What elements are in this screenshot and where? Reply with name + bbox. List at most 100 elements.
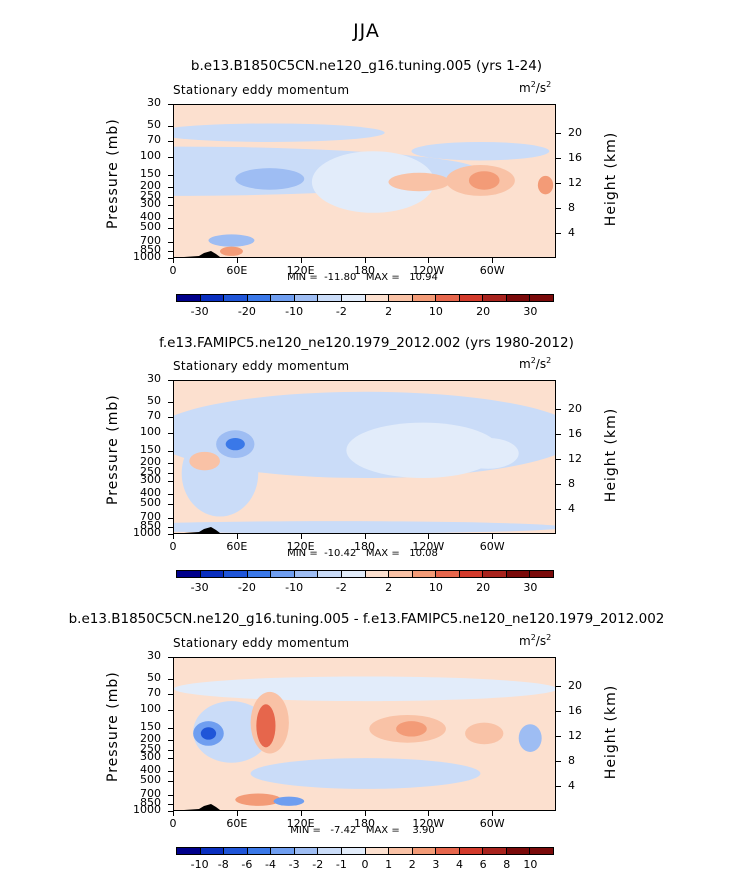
colorbar-label: -10 (190, 858, 209, 871)
contour-field (174, 676, 555, 810)
colorbar-label: 4 (456, 858, 463, 871)
y-tick-label: 30 (147, 372, 161, 385)
colorbar-label: 8 (503, 858, 511, 871)
x-tick-label: 60E (226, 540, 248, 553)
units-label: m2/s2 (519, 80, 552, 95)
y2-tick-mark (556, 483, 561, 485)
colorbar-swatch (177, 295, 201, 301)
y2-tick-label: 12 (568, 451, 582, 465)
colorbar-label: 1 (385, 858, 393, 871)
colorbar-swatch (247, 848, 272, 854)
y-tick-label: 50 (147, 671, 161, 685)
y2-tick-label: 8 (568, 753, 575, 767)
colorbar-swatch (459, 848, 484, 854)
contour-region (411, 141, 550, 161)
y-tick-mark (168, 750, 173, 752)
x-tick-mark (492, 811, 494, 816)
colorbar-label: -2 (335, 305, 347, 318)
y-tick-mark (168, 197, 173, 199)
colorbar-swatch (459, 571, 484, 577)
colorbar-label: -30 (190, 581, 209, 594)
y2-tick-mark (556, 710, 561, 712)
contour-region (465, 722, 504, 745)
units-label: m2/s2 (519, 356, 552, 371)
y2-tick-mark (556, 132, 561, 134)
min-max-label: MIN = -10.42 MAX = 10.08 (287, 548, 438, 559)
y-tick-mark (168, 174, 173, 176)
y2-tick-mark (556, 735, 561, 737)
colorbar-label: 30 (523, 305, 538, 318)
y-tick-label: 850 (140, 242, 161, 256)
colorbar-swatch (365, 571, 390, 577)
y-tick-mark (168, 694, 173, 696)
colorbar-swatch (530, 848, 553, 854)
y-tick-label: 300 (140, 750, 161, 764)
x-tick-mark (428, 258, 430, 263)
contour-region (174, 123, 385, 142)
y-tick-label: 200 (140, 455, 161, 469)
y-tick-label: 150 (140, 166, 161, 180)
terrain-mask (184, 804, 220, 810)
colorbar-swatch (224, 571, 248, 577)
y-tick-label: 300 (140, 473, 161, 487)
y-tick-mark (168, 709, 173, 711)
x-tick-label: 120W (412, 264, 445, 277)
y-tick-label: 850 (140, 795, 161, 809)
y-tick-label: 70 (147, 409, 161, 423)
contour-region (256, 704, 276, 748)
x-tick-label: 60W (479, 540, 505, 553)
colorbar-swatch (506, 848, 531, 854)
y2-tick-label: 12 (568, 175, 582, 189)
y2-axis-label: Height (km) (603, 684, 619, 780)
y-axis-label: Pressure (mb) (105, 671, 121, 782)
field-label: Stationary eddy momentum (173, 636, 350, 650)
colorbar-label: -10 (285, 581, 304, 594)
y-tick-mark (168, 432, 173, 434)
y-tick-mark (168, 104, 173, 105)
y-tick-mark (168, 657, 173, 658)
y-tick-label: 50 (147, 394, 161, 408)
field-label: Stationary eddy momentum (173, 359, 350, 373)
colorbar-label: -1 (335, 858, 347, 871)
y-tick-label: 250 (140, 189, 161, 203)
y-tick-mark (168, 258, 173, 259)
y-tick-mark (168, 811, 173, 812)
colorbar-label: 2 (408, 858, 416, 871)
x-tick-mark (492, 258, 494, 263)
colorbar-swatch (436, 295, 460, 301)
colorbar-swatch (530, 571, 553, 577)
colorbar-swatch (412, 571, 437, 577)
y-tick-mark (168, 534, 173, 535)
x-tick-label: 120W (412, 817, 445, 830)
y-tick-mark (168, 156, 173, 158)
y2-axis-label: Height (km) (603, 131, 619, 227)
y-tick-label: 100 (140, 701, 161, 715)
colorbar-swatch (177, 848, 201, 854)
y-tick-mark (168, 473, 173, 475)
y-axis-label: Pressure (mb) (105, 118, 121, 229)
y-tick-label: 200 (140, 732, 161, 746)
y-tick-label: 700 (140, 234, 161, 248)
colorbar-label: -30 (190, 305, 209, 318)
contour-region (468, 171, 500, 190)
colorbar-label: 2 (385, 581, 393, 594)
contour-region (189, 451, 220, 471)
colorbar-swatch (318, 295, 342, 301)
contour-plot (173, 657, 556, 811)
y-tick-mark (168, 770, 173, 772)
min-max-label: MIN = -11.80 MAX = 10.94 (287, 272, 438, 283)
y-tick-label: 30 (147, 96, 161, 109)
x-tick-mark (173, 534, 174, 539)
y-tick-label: 500 (140, 772, 161, 786)
field-label: Stationary eddy momentum (173, 83, 350, 97)
colorbar-label: 20 (476, 581, 491, 594)
colorbar-swatch (200, 571, 225, 577)
colorbar-label: 30 (523, 581, 538, 594)
y2-tick-label: 20 (568, 125, 582, 139)
colorbar-swatch (436, 571, 460, 577)
contour-region (193, 701, 270, 763)
terrain-mask (184, 527, 220, 533)
y-tick-label: 500 (140, 495, 161, 509)
colorbar-swatch (389, 295, 413, 301)
contour-field (174, 391, 555, 533)
